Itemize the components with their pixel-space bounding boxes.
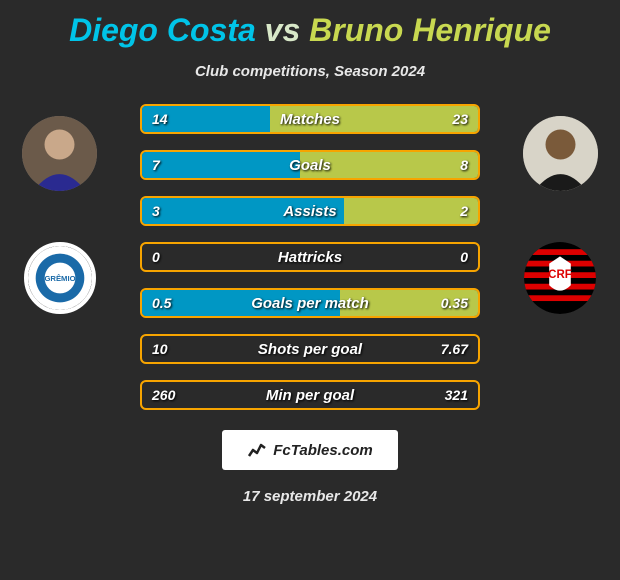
brand-icon (247, 440, 267, 460)
stat-row: 00Hattricks (140, 242, 480, 272)
stat-row: 260321Min per goal (140, 380, 480, 410)
comparison-title: Diego Costa vs Bruno Henrique (0, 0, 620, 49)
stat-label: Goals per match (142, 290, 478, 316)
player2-club-badge: CRF (524, 242, 596, 314)
date-text: 17 september 2024 (0, 488, 620, 505)
brand-badge: FcTables.com (222, 430, 398, 470)
player2-avatar (523, 116, 598, 191)
stat-row: 78Goals (140, 150, 480, 180)
svg-text:CRF: CRF (548, 269, 572, 281)
stat-label: Assists (142, 198, 478, 224)
comparison-content: GRÊMIO CRF 1423Matches 78Goals 32Assists 00… (0, 104, 620, 424)
player1-club-badge: GRÊMIO (24, 242, 96, 314)
brand-text: FcTables.com (273, 442, 372, 459)
player2-name: Bruno Henrique (309, 12, 551, 48)
svg-text:GRÊMIO: GRÊMIO (44, 274, 75, 283)
player1-name: Diego Costa (69, 12, 256, 48)
vs-text: vs (265, 12, 301, 48)
player1-avatar (22, 116, 97, 191)
stat-label: Hattricks (142, 244, 478, 270)
subtitle: Club competitions, Season 2024 (0, 63, 620, 80)
stat-label: Goals (142, 152, 478, 178)
stat-row: 107.67Shots per goal (140, 334, 480, 364)
stat-row: 1423Matches (140, 104, 480, 134)
stat-bars: 1423Matches 78Goals 32Assists 00Hattricks 0.… (140, 104, 480, 426)
stat-row: 0.50.35Goals per match (140, 288, 480, 318)
stat-label: Shots per goal (142, 336, 478, 362)
stat-label: Matches (142, 106, 478, 132)
stat-row: 32Assists (140, 196, 480, 226)
stat-label: Min per goal (142, 382, 478, 408)
